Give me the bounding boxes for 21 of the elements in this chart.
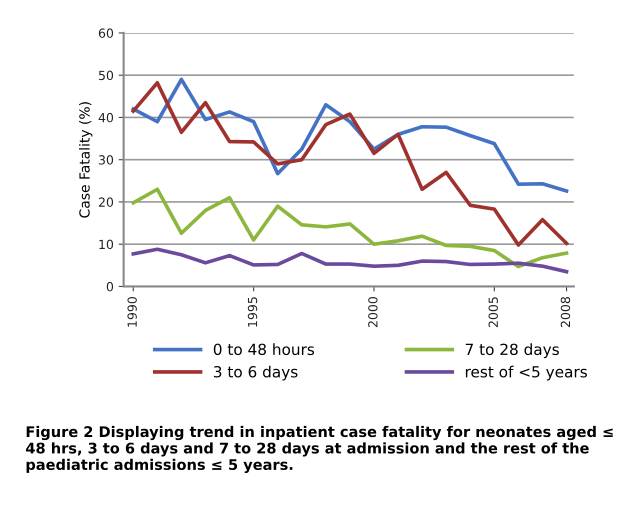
line-series — [131, 187, 568, 268]
y-tick-label: 0 — [106, 282, 114, 292]
legend-label: 3 to 6 days — [214, 366, 298, 381]
y-tick-label: 60 — [98, 28, 114, 38]
y-tick-label: 50 — [98, 70, 114, 80]
legend-label: rest of <5 years — [466, 366, 587, 381]
x-tick-label: 2008 — [560, 297, 570, 328]
y-tick-label: 30 — [98, 155, 114, 165]
x-tick-label: 2005 — [488, 297, 498, 328]
x-tick-label: 1990 — [127, 297, 137, 327]
y-axis-title: Case Fatality (%) — [79, 102, 92, 218]
y-tick-label: 40 — [98, 112, 114, 122]
legend-label: 0 to 48 hours — [214, 343, 314, 356]
y-tick-label: 10 — [99, 240, 114, 250]
x-tick-label: 1995 — [248, 297, 258, 327]
line-series — [131, 81, 568, 247]
legend-label: 7 to 28 days — [466, 343, 559, 358]
caption: Figure 2 Displaying trend in inpatient case fatality for neonates aged ≤ 48 hrs, 3 to 6 days and 7 to 28 days at admission and the rest of the paediatric admissions ≤ 5 years. — [26, 426, 613, 473]
line-series — [131, 247, 568, 274]
x-tick-label: 2000 — [368, 297, 378, 328]
y-tick-label: 20 — [98, 197, 114, 207]
